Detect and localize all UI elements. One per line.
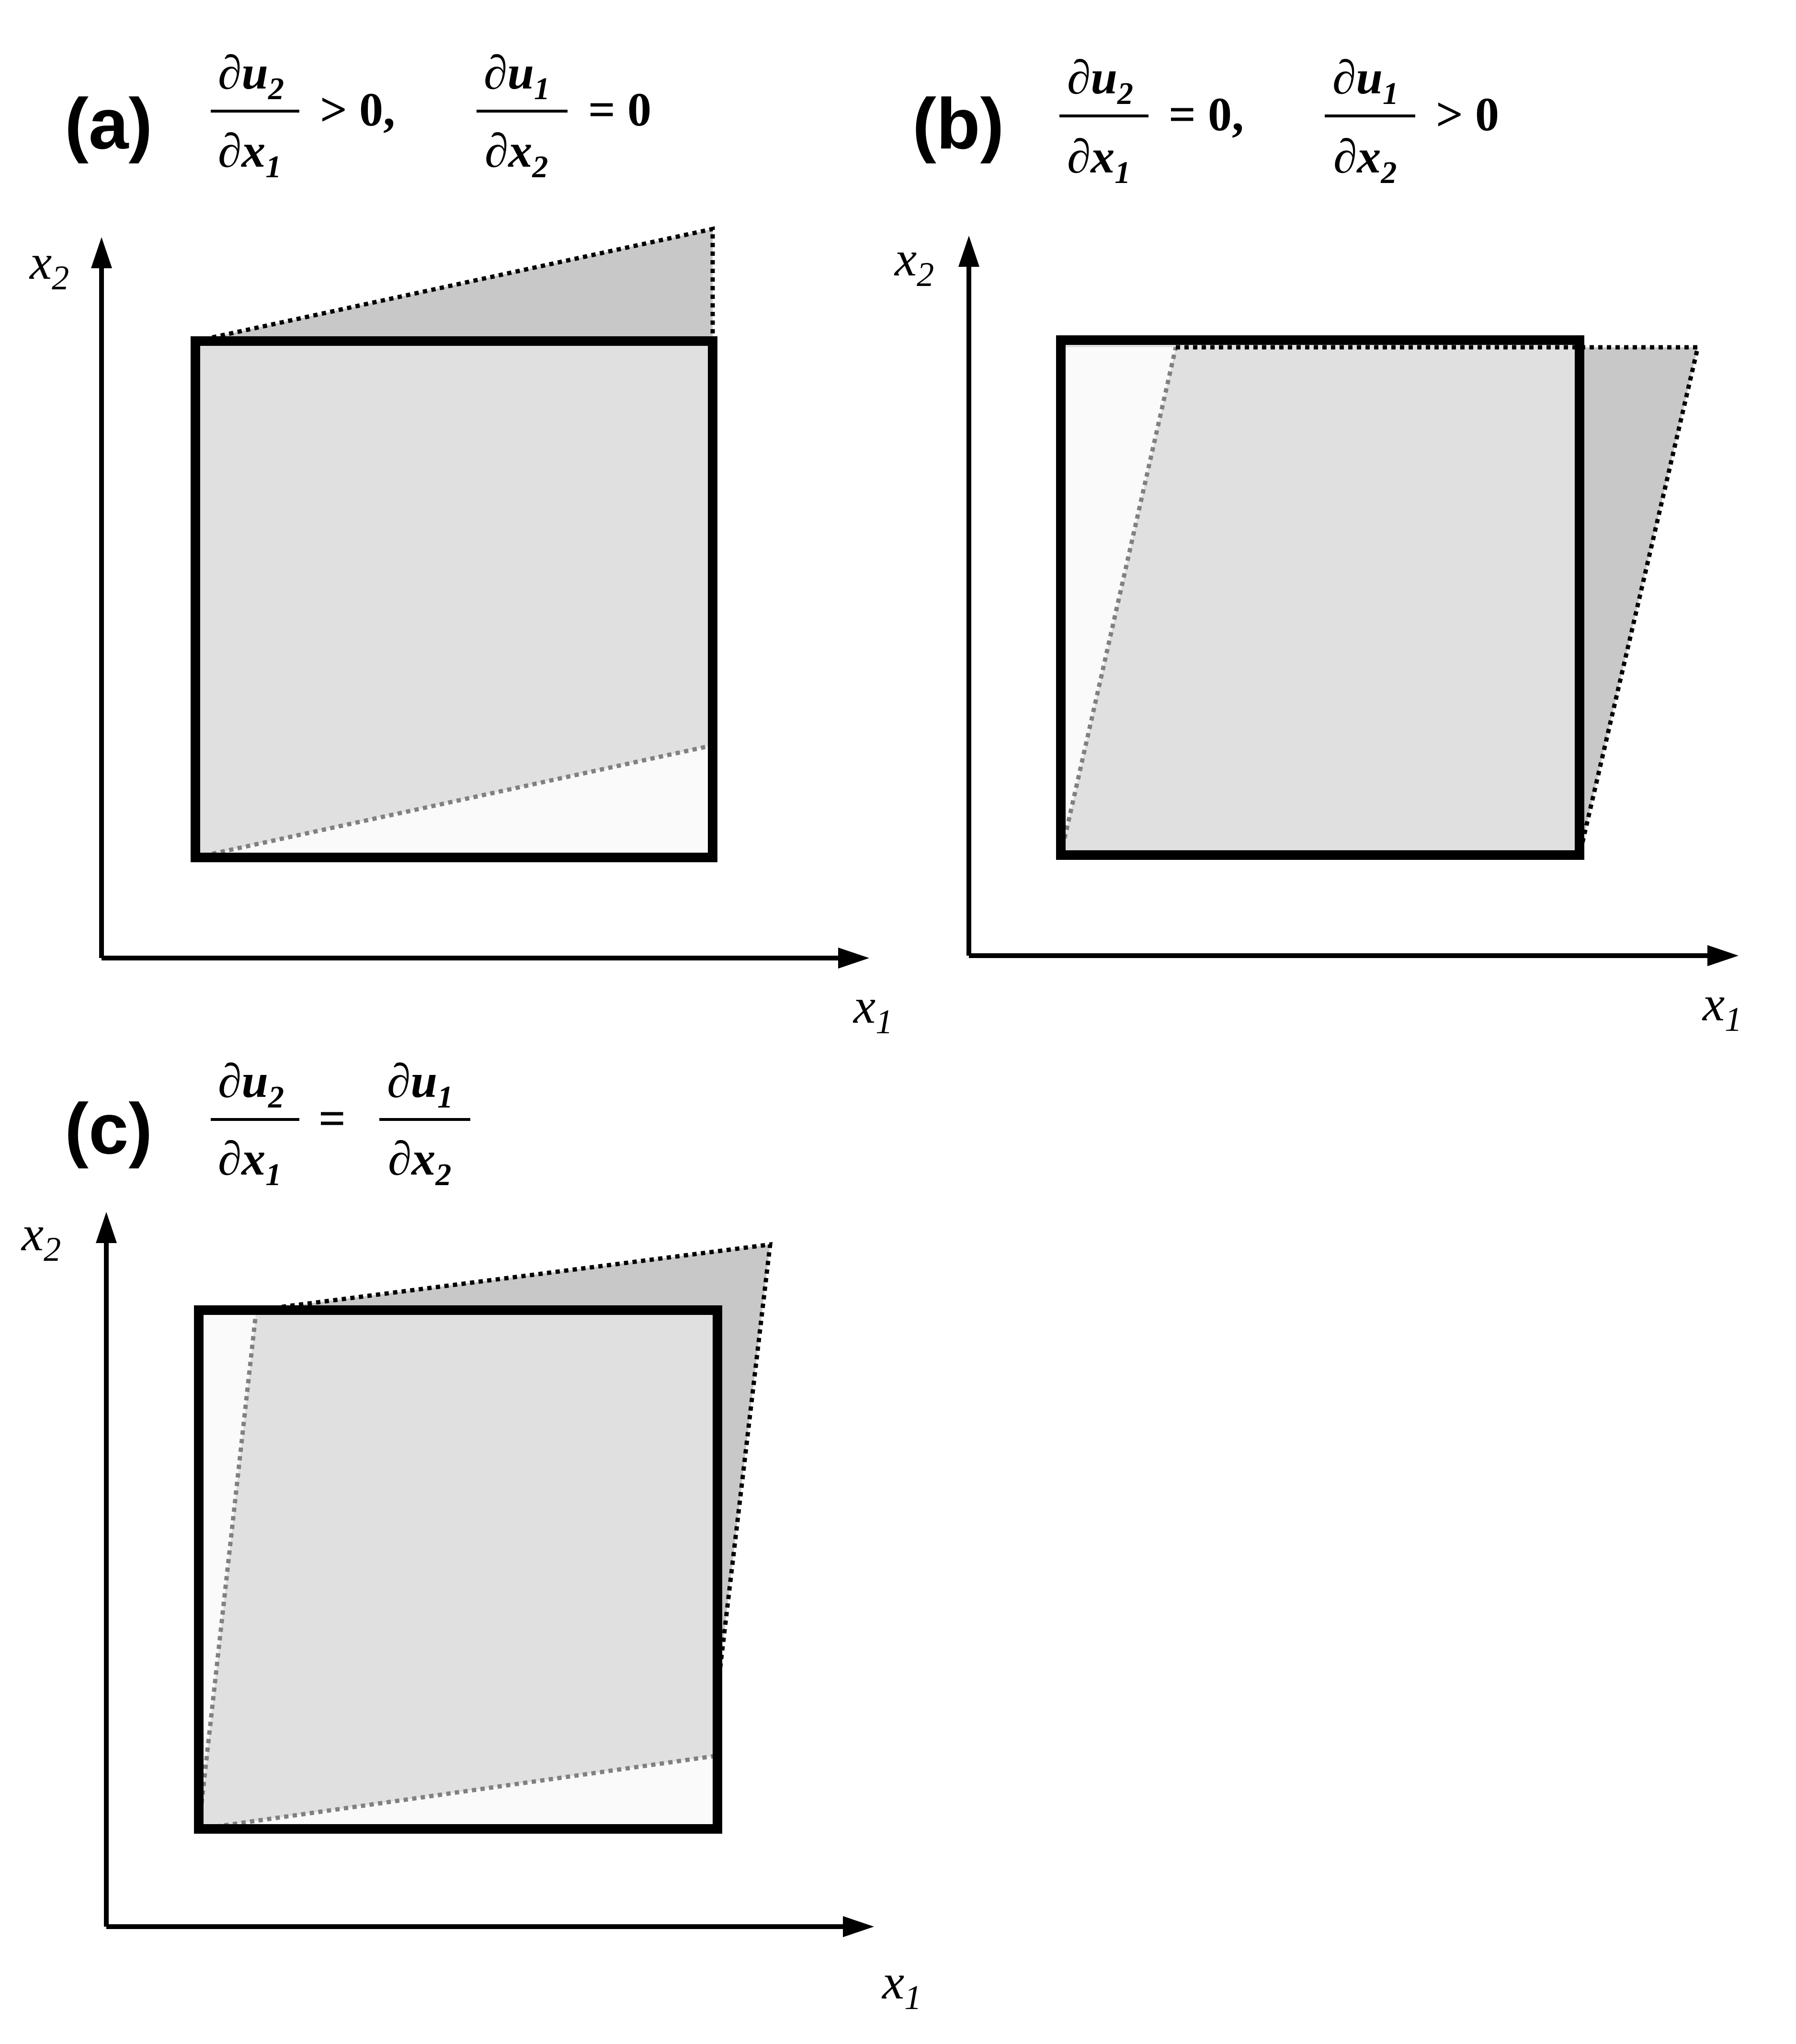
panel-a-y-axis-label: x2 (29, 235, 69, 297)
panel-b-x-axis-label: x1 (1702, 976, 1742, 1039)
panel-b-y-axis-arrow (958, 236, 979, 267)
panel-a-frac1-denominator: ∂x1 (218, 124, 281, 184)
panel-c-x-axis-arrow (843, 1916, 874, 1937)
panel-c-square-outline (194, 1305, 722, 1834)
panel-c-deformed-outer-edge (256, 1242, 773, 1691)
panel-c-frac1-numerator: ∂u2 (218, 1054, 284, 1115)
panel-a-x-axis-label: x1 (853, 979, 893, 1041)
panel-c-frac2-denominator: ∂x2 (388, 1132, 451, 1192)
panel-b: (b) ∂u2 ∂x1 = 0, ∂u1 ∂x2 > 0 x2 x1 (894, 51, 1742, 1039)
panel-a-frac2-denominator: ∂x2 (485, 124, 548, 184)
panel-b-undeformed-square (1061, 340, 1580, 855)
panel-b-x-axis-arrow (1707, 945, 1739, 966)
panel-b-relation1: = 0, (1169, 88, 1244, 141)
panel-b-label: (b) (912, 83, 1004, 164)
panel-a: (a) ∂u2 ∂x1 > 0, ∂u1 ∂x2 = 0 x2 x1 (29, 46, 893, 1041)
panel-b-frac1-numerator: ∂u2 (1067, 51, 1133, 111)
panel-a-y-axis-arrow (91, 237, 112, 268)
panel-a-equation: ∂u2 ∂x1 > 0, ∂u1 ∂x2 = 0 (211, 46, 651, 184)
panel-b-frac1-denominator: ∂x1 (1067, 130, 1130, 190)
panel-a-deformed-top-edge (195, 226, 715, 343)
panel-b-y-axis-label: x2 (894, 231, 934, 294)
panel-b-square-outline (1056, 335, 1584, 860)
panel-a-square-outline (191, 336, 717, 862)
panel-c-label: (c) (65, 1088, 152, 1169)
panel-c-y-axis-arrow (96, 1212, 117, 1243)
panel-c: (c) ∂u2 ∂x1 = ∂u1 ∂x2 x2 x1 (21, 1054, 921, 2017)
panel-c-undeformed-square (199, 1310, 717, 1829)
panel-c-relation: = (318, 1092, 346, 1145)
panel-b-relation2: > 0 (1436, 88, 1499, 141)
panel-b-frac2-numerator: ∂u1 (1332, 51, 1398, 111)
panel-a-relation1: > 0, (320, 83, 395, 136)
panel-c-equation: ∂u2 ∂x1 = ∂u1 ∂x2 (211, 1054, 470, 1192)
panel-c-deformed-left-edge (196, 1310, 259, 1829)
panel-b-sheared-region (1580, 347, 1698, 855)
panel-b-deformed-right-edge (1176, 345, 1701, 856)
panel-a-label: (a) (65, 83, 152, 164)
panel-c-x-axis-label: x1 (881, 1954, 921, 2017)
panel-c-y-axis-label: x2 (21, 1206, 61, 1268)
panel-a-x-axis-arrow (838, 948, 869, 969)
panel-c-frac2-numerator: ∂u1 (387, 1054, 453, 1115)
panel-a-frac1-numerator: ∂u2 (218, 46, 284, 106)
panel-b-equation: ∂u2 ∂x1 = 0, ∂u1 ∂x2 > 0 (1059, 51, 1499, 190)
panel-c-deformed-bottom-edge (198, 1753, 718, 1831)
panel-a-relation2: = 0 (588, 83, 651, 136)
panel-a-undeformed-square (195, 341, 713, 857)
panel-c-frac1-denominator: ∂x1 (218, 1132, 281, 1192)
panel-b-deformed-left-edge (1058, 347, 1178, 856)
panel-a-deformed-bottom-edge (195, 743, 713, 860)
panel-b-frac2-denominator: ∂x2 (1333, 130, 1397, 190)
panel-a-frac2-numerator: ∂u1 (484, 46, 550, 106)
